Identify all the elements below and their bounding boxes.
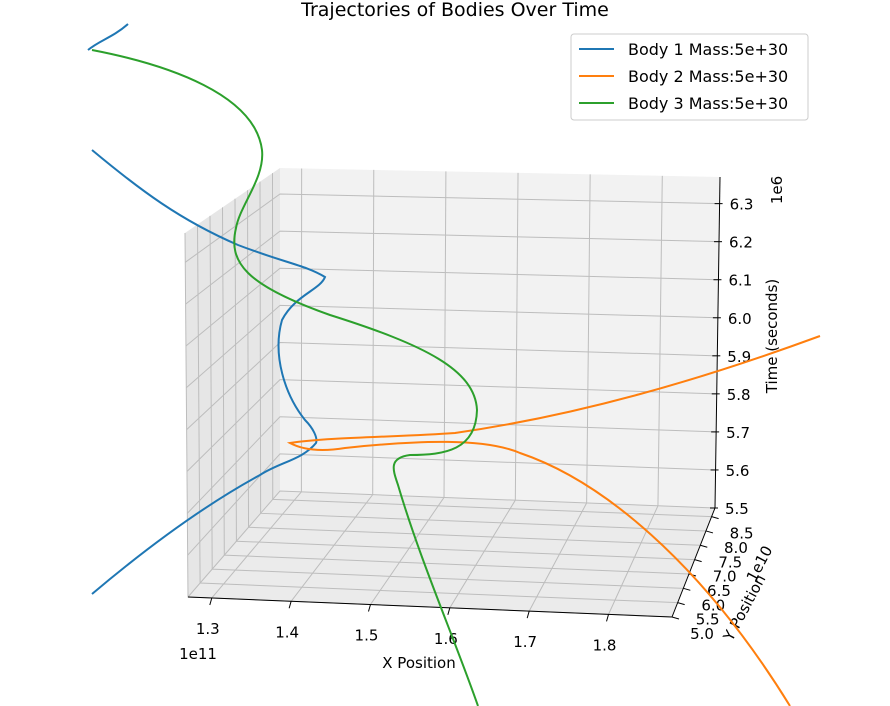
y-tick-label: 6.0 [701,596,725,614]
z-tick-label: 5.5 [725,500,749,518]
x-tick-label: 1.4 [275,623,299,641]
z-tick-label: 6.0 [728,310,752,328]
y-tick-label: 8.5 [730,525,754,543]
z-gridline [187,453,716,556]
left-pane [185,168,280,597]
x-tick-label: 1.3 [196,620,220,638]
y-tick-label: 7.5 [718,553,742,571]
legend-label: Body 2 Mass:5e+30 [628,67,788,86]
legend-label: Body 3 Mass:5e+30 [628,94,788,113]
x-tick-label: 1.5 [355,627,379,645]
x-offset-label: 1e11 [179,645,217,663]
series-lines [87,23,821,706]
series-line-3 [91,49,479,706]
y-tick [694,559,702,563]
x-tick [368,604,371,612]
chart-title: Trajectories of Bodies Over Time [300,0,609,21]
z-tick-label: 6.2 [729,234,753,252]
axes-panes [185,168,720,617]
z-gridline [187,490,716,598]
axes-edges [187,176,721,618]
y-tick [683,587,691,591]
z-axis-label: Time (seconds) [763,279,781,395]
x-tick [606,614,610,622]
x-tick [447,607,451,615]
z-tick-label: 5.8 [727,386,751,404]
x-tick [288,601,292,609]
y-tick [705,530,714,534]
z-tick-label: 6.3 [730,196,754,214]
y-tick [711,516,719,520]
series-line-1 [87,23,327,595]
z-tick-label: 6.1 [728,272,752,290]
x-tick-label: 1.8 [593,636,617,654]
z-gridline [186,341,718,431]
tick-labels: 1.3 1.4 1.5 1.6 1.7 1.85.05.56.06.57.07.58.08… [196,196,754,655]
z-gridline [186,379,717,472]
z-tick-label: 5.7 [726,424,750,442]
z-gridline [185,230,720,305]
x-axis-label: X Position [382,654,455,672]
z-gridline [185,267,719,347]
y-tick-label: 5.5 [696,611,720,629]
x-tick [526,610,530,619]
y-tick-label: 8.0 [724,539,748,557]
y-axis-line [671,507,716,618]
y-tick [700,544,708,548]
legend: Body 1 Mass:5e+30 Body 2 Mass:5e+30 Body 3… [570,33,809,121]
series-line-2 [286,335,821,706]
x-tick-label: 1.6 [434,630,458,648]
x-tick [209,597,213,606]
x-axis-line [187,596,673,618]
back-pane [280,168,720,508]
y-tick-label: 6.5 [707,582,731,600]
y-tick [677,602,685,606]
z-gridline [184,193,720,263]
z-offset-label: 1e6 [768,176,786,204]
x-tick-label: 1.7 [513,633,537,651]
z-tick-label: 5.6 [726,462,750,480]
legend-frame [570,33,809,121]
y-tick-label: 7.0 [713,568,737,586]
z-gridline [186,416,717,514]
z-axis-line [714,176,721,509]
floor-pane [188,491,715,617]
tick-marks [209,203,723,622]
y-tick-label: 5.0 [690,625,714,643]
y-tick [671,616,680,620]
legend-label: Body 1 Mass:5e+30 [628,40,788,59]
z-gridline [185,304,718,389]
